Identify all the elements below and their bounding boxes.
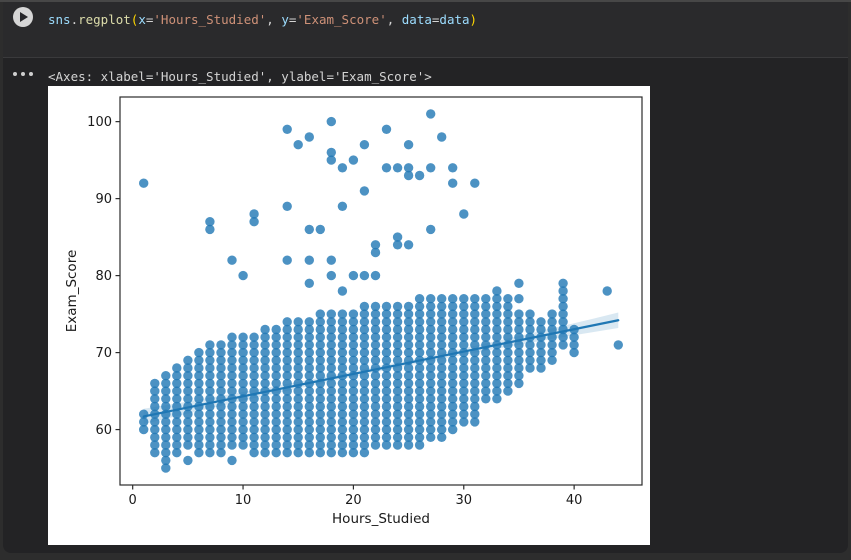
code-token: ) xyxy=(469,12,478,27)
code-token: , xyxy=(386,12,402,27)
code-token: , xyxy=(266,12,282,27)
regplot-chart: 0 10 20 30 40 60 70 80 90 100 Hours_Studied Exam_Sc… xyxy=(64,96,643,527)
code-cell-editor[interactable] xyxy=(3,2,848,57)
y-tick-label: 90 xyxy=(95,192,112,207)
code-token: y xyxy=(281,12,289,27)
x-tick-label: 10 xyxy=(235,493,252,508)
code-token: 'Exam_Score' xyxy=(296,12,387,27)
y-tick-label: 70 xyxy=(95,346,112,361)
code-token: = xyxy=(431,12,440,27)
axes-frame xyxy=(119,96,643,486)
play-icon xyxy=(20,12,28,22)
code-token: . xyxy=(70,12,79,27)
code-token: sns xyxy=(48,12,71,27)
scatter-points xyxy=(139,109,623,473)
code-token: 'Hours_Studied' xyxy=(153,12,267,27)
output-actions-ellipsis-icon[interactable] xyxy=(13,72,33,76)
axis-labels: Hours_Studied Exam_Score xyxy=(64,250,430,527)
x-tick-label: 20 xyxy=(345,493,362,508)
ellipsis-dot xyxy=(13,72,17,76)
output-repr-text: <Axes: xlabel='Hours_Studied', ylabel='E… xyxy=(48,69,432,84)
regression-line xyxy=(142,319,620,418)
window-top-border xyxy=(0,0,851,2)
axis-ticks: 0 10 20 30 40 60 70 80 90 100 xyxy=(87,115,582,508)
matplotlib-figure: 0 10 20 30 40 60 70 80 90 100 Hours_Studied Exam_Sc… xyxy=(48,86,650,545)
cell-output-separator xyxy=(3,57,848,58)
code-token: = xyxy=(288,12,297,27)
code-token: x xyxy=(138,12,146,27)
ellipsis-dot xyxy=(21,72,25,76)
code-token: data xyxy=(401,12,432,27)
y-tick-label: 80 xyxy=(95,269,112,284)
y-tick-label: 100 xyxy=(87,115,112,130)
y-axis-label: Exam_Score xyxy=(64,250,80,333)
x-tick-label: 40 xyxy=(566,493,583,508)
code-line[interactable]: sns.regplot(x='Hours_Studied', y='Exam_S… xyxy=(48,11,477,29)
code-token: data xyxy=(439,12,470,27)
run-cell-button[interactable] xyxy=(13,7,33,27)
code-token: = xyxy=(145,12,154,27)
x-axis-label: Hours_Studied xyxy=(332,511,430,527)
ellipsis-dot xyxy=(29,72,33,76)
y-tick-label: 60 xyxy=(95,423,112,438)
x-tick-label: 0 xyxy=(129,493,137,508)
code-token: regplot xyxy=(78,12,131,27)
x-tick-label: 30 xyxy=(455,493,472,508)
code-token: ( xyxy=(130,12,139,27)
